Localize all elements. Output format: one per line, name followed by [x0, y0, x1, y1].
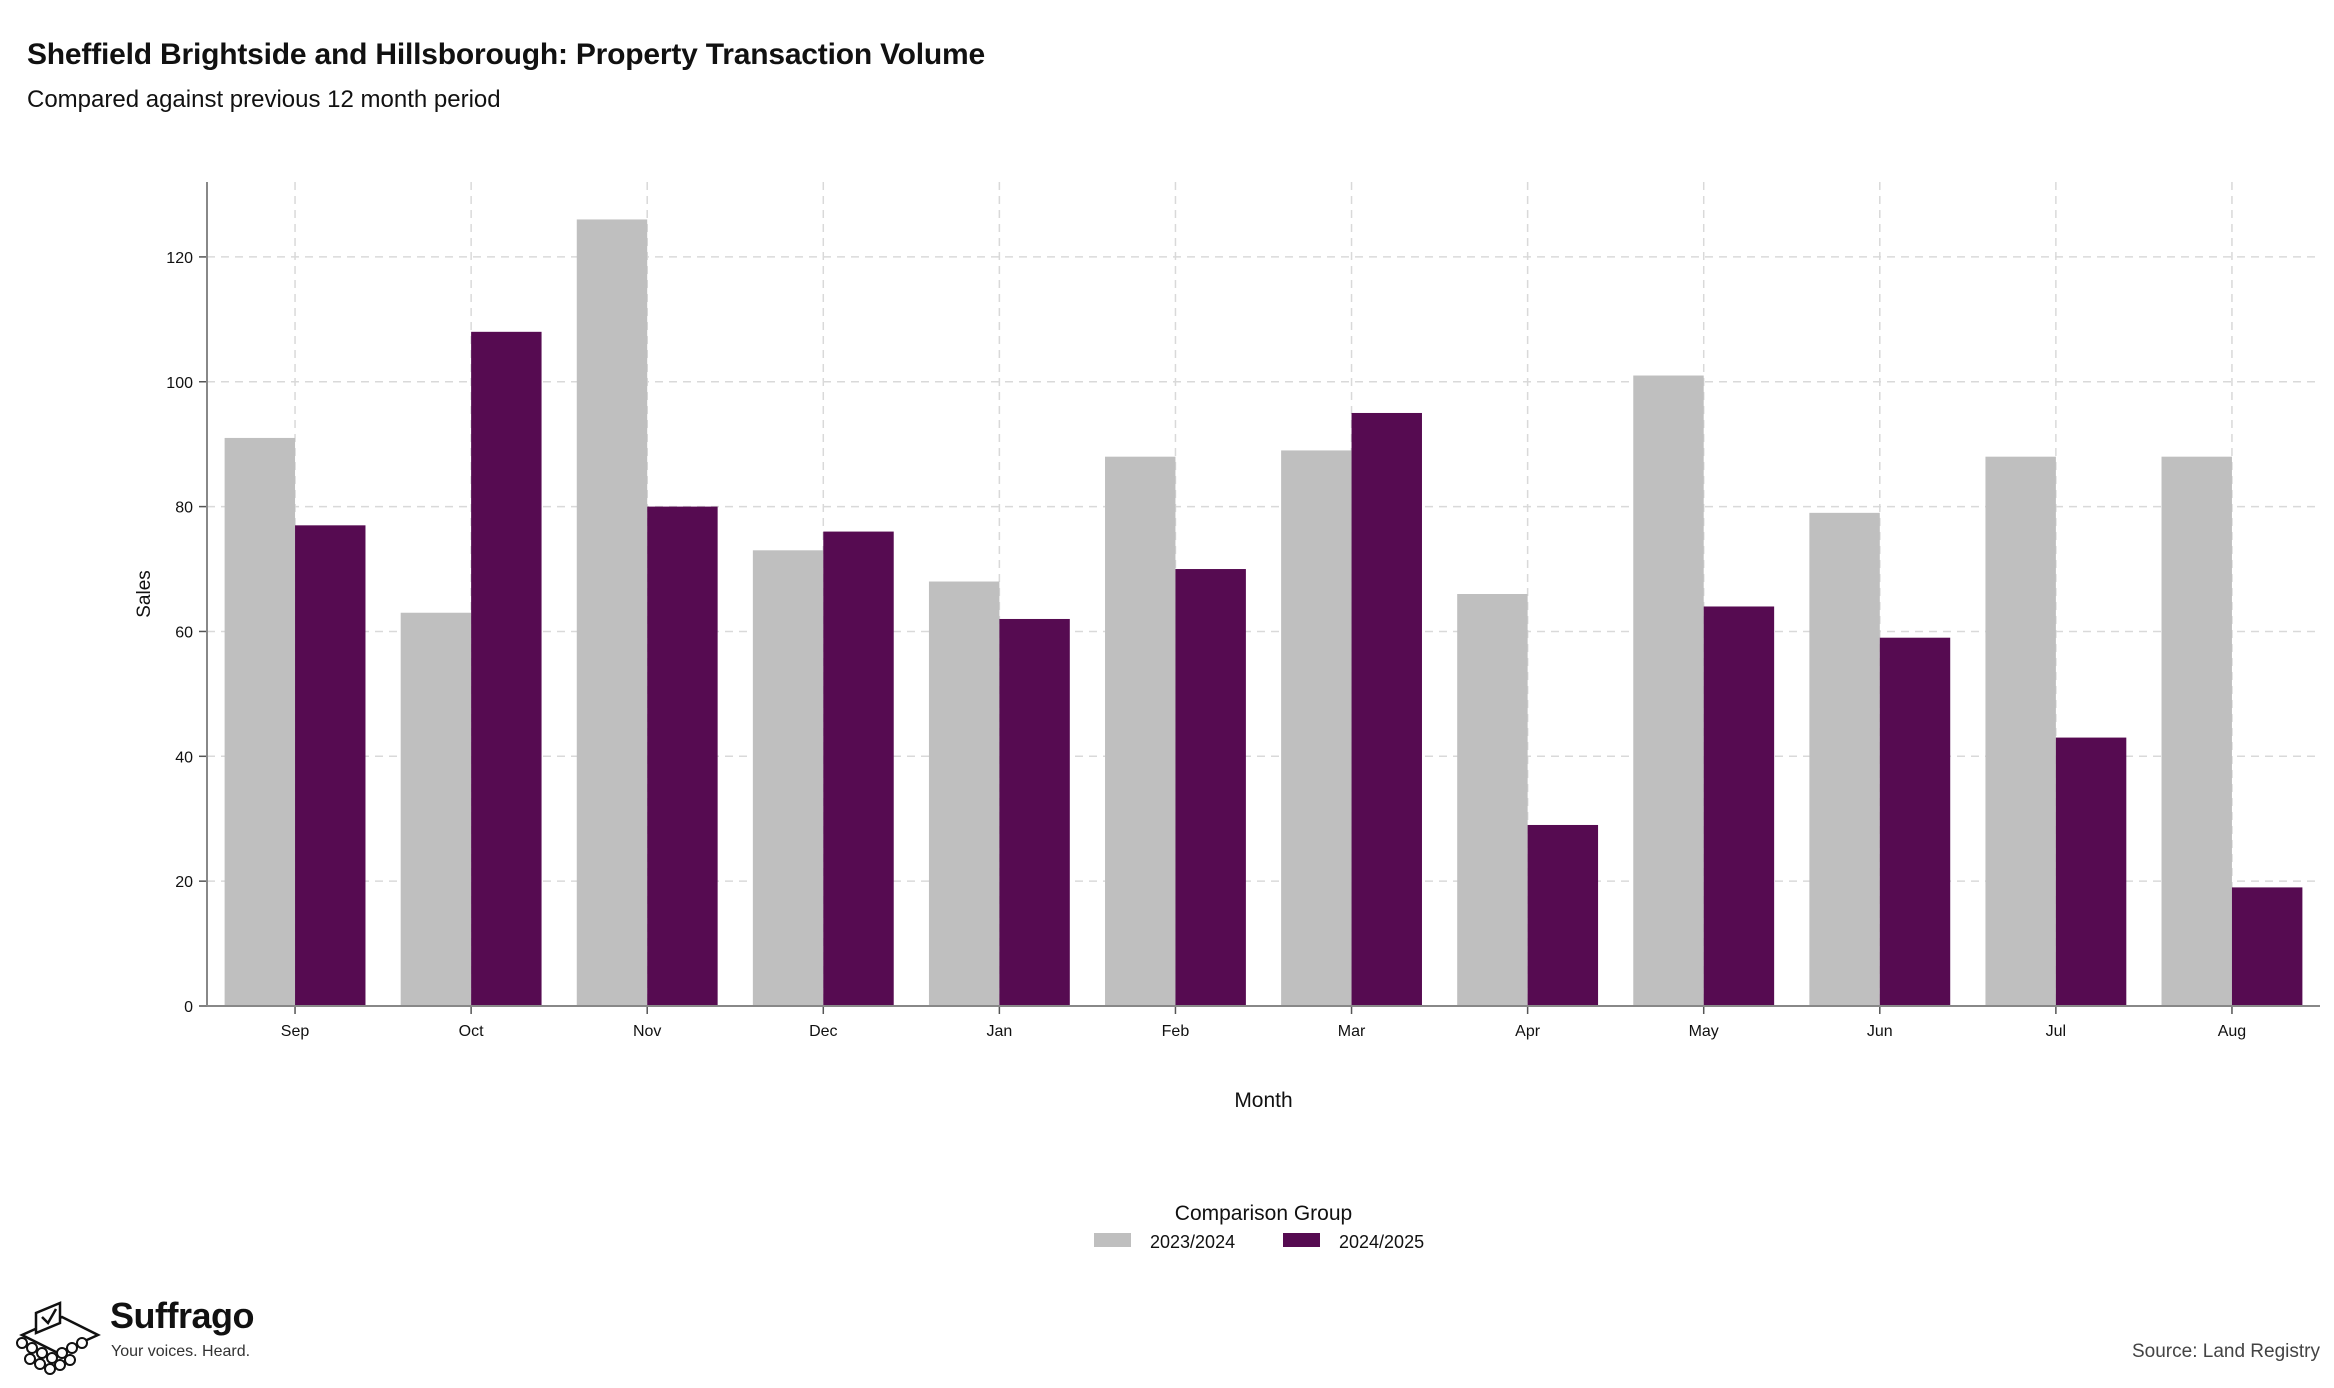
- y-tick-label: 60: [175, 624, 193, 641]
- x-axis-title: Month: [1234, 1089, 1292, 1112]
- x-tick-label: Nov: [633, 1023, 661, 1040]
- bar-2023/2024-Aug: [2161, 456, 2232, 1007]
- bar-2023/2024-Mar: [1281, 450, 1352, 1006]
- y-tick-label: 20: [175, 874, 193, 891]
- x-tick-label: Aug: [2218, 1023, 2246, 1040]
- bar-2023/2024-Oct: [400, 612, 472, 1006]
- bar-2023/2024-Jun: [1809, 512, 1880, 1006]
- x-tick-label: Feb: [1162, 1023, 1190, 1040]
- legend-swatch-2023/2024: [1094, 1233, 1131, 1247]
- bar-2024/2025-Oct: [471, 331, 542, 1006]
- bar-2024/2025-Feb: [1175, 569, 1246, 1006]
- bar-2024/2025-Nov: [647, 506, 718, 1006]
- bar-2023/2024-May: [1633, 375, 1704, 1006]
- x-tick-label: Oct: [459, 1023, 484, 1040]
- x-tick-label: Apr: [1515, 1023, 1541, 1040]
- y-tick-label: 0: [184, 999, 193, 1016]
- bar-2023/2024-Apr: [1457, 594, 1528, 1006]
- y-axis-title: Sales: [134, 570, 155, 618]
- bar-2024/2025-Jun: [1879, 637, 1951, 1006]
- legend: Comparison Group 2023/2024 2024/2025: [1094, 1202, 1424, 1252]
- bars: [224, 219, 2303, 1007]
- bar-2023/2024-Jan: [928, 581, 1000, 1006]
- bar-2023/2024-Sep: [224, 437, 296, 1006]
- y-tick-label: 120: [166, 250, 193, 267]
- x-tick-label: Dec: [809, 1023, 837, 1040]
- bar-2024/2025-Dec: [823, 531, 894, 1006]
- x-tick-label: Jul: [2046, 1023, 2066, 1040]
- axes: 0 20 40 60 80 100 120 Sep Oct Nov Dec Jan Feb Mar Apr M…: [134, 182, 2320, 1112]
- bar-2024/2025-Apr: [1527, 824, 1599, 1006]
- legend-swatch-2024/2025: [1283, 1233, 1320, 1247]
- bar-2024/2025-Jul: [2055, 737, 2127, 1006]
- source-note: Source: Land Registry: [2132, 1341, 2320, 1362]
- brand-logo: Suffrago Your voices. Heard.: [14, 1295, 274, 1375]
- bar-2024/2025-Mar: [1351, 412, 1422, 1006]
- legend-label-2023/2024: 2023/2024: [1150, 1232, 1235, 1252]
- bar-2023/2024-Feb: [1105, 456, 1176, 1007]
- chart-subtitle: Compared against previous 12 month perio…: [27, 86, 501, 113]
- bar-2023/2024-Dec: [752, 550, 824, 1006]
- brand-tagline: Your voices. Heard.: [111, 1343, 251, 1360]
- bar-2024/2025-Sep: [295, 525, 366, 1006]
- legend-title: Comparison Group: [1175, 1202, 1352, 1225]
- x-tick-label: May: [1689, 1023, 1719, 1040]
- y-tick-label: 40: [175, 749, 193, 766]
- chart-title: Sheffield Brightside and Hillsborough: P…: [27, 38, 986, 71]
- ballot-box-icon: [16, 1301, 101, 1375]
- bar-2024/2025-Jan: [999, 618, 1070, 1006]
- y-tick-label: 80: [175, 500, 193, 517]
- x-tick-label: Sep: [281, 1023, 310, 1040]
- x-tick-label: Jun: [1867, 1023, 1893, 1040]
- brand-name: Suffrago: [110, 1295, 255, 1336]
- y-tick-label: 100: [166, 375, 193, 392]
- x-tick-label: Mar: [1338, 1023, 1366, 1040]
- legend-label-2024/2025: 2024/2025: [1339, 1232, 1424, 1252]
- bar-2023/2024-Jul: [1985, 456, 2056, 1007]
- x-tick-label: Jan: [986, 1023, 1012, 1040]
- bar-2023/2024-Nov: [576, 219, 648, 1007]
- bar-2024/2025-Aug: [2231, 887, 2303, 1006]
- bar-2024/2025-May: [1703, 606, 1775, 1006]
